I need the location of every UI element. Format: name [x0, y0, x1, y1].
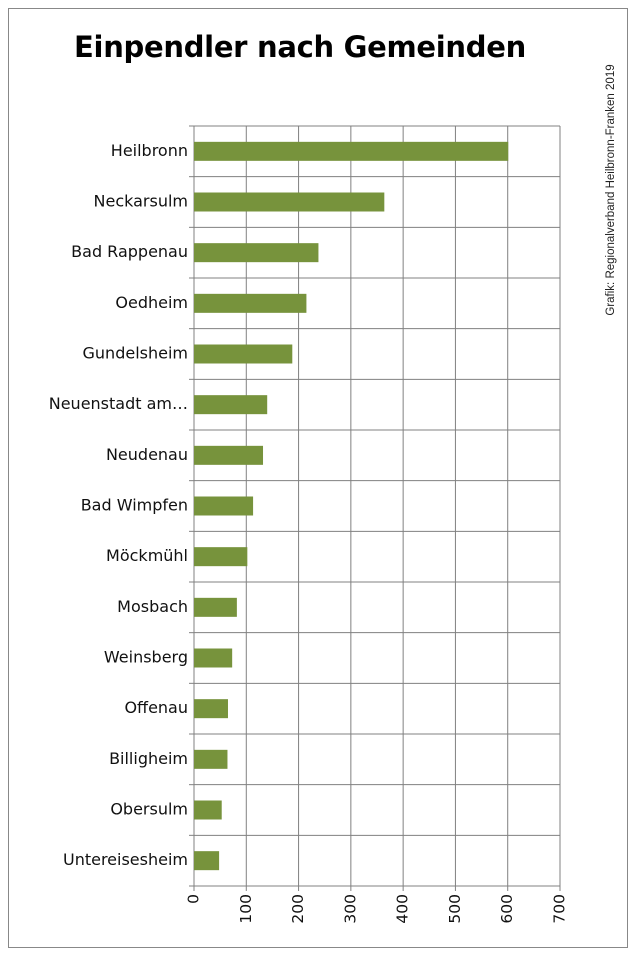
grid-lines [189, 125, 561, 891]
category-label: Heilbronn [111, 141, 188, 160]
bar [194, 243, 319, 263]
category-label: Untereisesheim [63, 850, 188, 869]
category-label: Neckarsulm [94, 192, 188, 211]
category-label: Mosbach [117, 597, 188, 616]
category-label: Offenau [124, 698, 188, 717]
x-tick-label: 600 [498, 894, 516, 924]
bar [194, 496, 254, 516]
category-label: Neudenau [106, 445, 188, 464]
category-label: Oedheim [115, 293, 188, 312]
bar [194, 851, 220, 871]
x-tick-label: 300 [341, 894, 359, 924]
bar [194, 597, 237, 617]
bar [194, 749, 228, 769]
bar [194, 141, 509, 161]
category-label: Neuenstadt am… [49, 394, 188, 413]
bar [194, 547, 248, 567]
bar [194, 293, 307, 313]
bars [194, 141, 509, 871]
category-label: Bad Wimpfen [81, 496, 188, 515]
category-label: Möckmühl [106, 546, 188, 565]
bar [194, 699, 228, 719]
chart-title: Einpendler nach Gemeinden [74, 30, 526, 64]
chart-frame [8, 8, 628, 948]
x-tick-label: 100 [237, 894, 255, 924]
x-tick-label: 500 [446, 894, 464, 924]
x-tick-label: 400 [394, 894, 412, 924]
x-tick-labels: 0 100 200 300 400 500 600 700 [185, 894, 569, 924]
bar [194, 344, 293, 364]
category-labels: Heilbronn Neckarsulm Bad Rappenau Oedheim Gu… [49, 141, 188, 869]
x-tick-label: 200 [289, 894, 307, 924]
category-label: Billigheim [109, 749, 188, 768]
bar [194, 648, 233, 668]
category-label: Weinsberg [104, 648, 188, 667]
bar [194, 192, 385, 212]
bar [194, 445, 264, 465]
category-label: Gundelsheim [83, 344, 188, 363]
category-label: Bad Rappenau [71, 242, 188, 261]
bar [194, 800, 222, 820]
category-label: Obersulm [110, 800, 188, 819]
x-tick-label: 0 [185, 894, 203, 904]
bar [194, 395, 268, 415]
x-tick-label: 700 [551, 894, 569, 924]
